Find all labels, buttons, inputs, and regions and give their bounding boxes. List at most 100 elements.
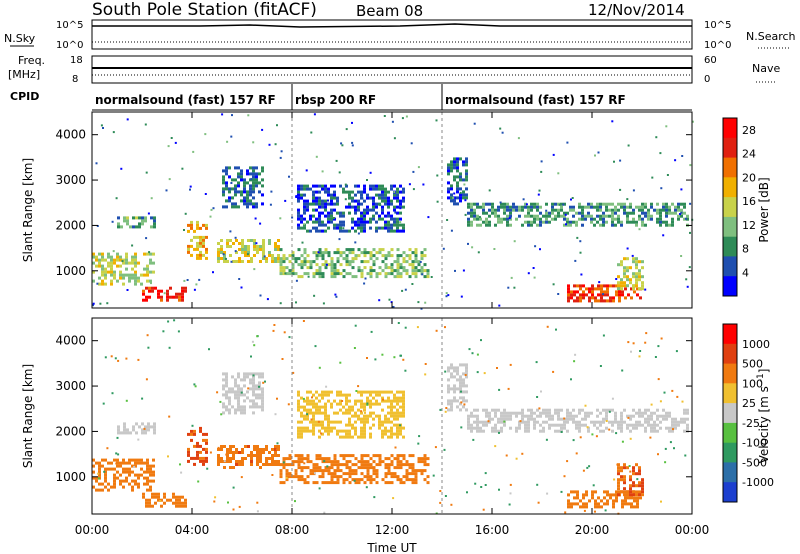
echo-cell (527, 417, 530, 421)
noise-point (351, 141, 354, 144)
echo-cell (262, 239, 265, 242)
echo-cell (539, 211, 542, 215)
echo-cell (632, 481, 635, 485)
echo-cell (354, 211, 357, 215)
echo-cell (635, 257, 638, 261)
echo-cell (462, 160, 465, 164)
noise-point (150, 197, 153, 200)
echo-cell (279, 269, 283, 273)
echo-cell (274, 445, 277, 448)
echo-cell (312, 420, 315, 424)
echo-cell (238, 460, 241, 463)
echo-cell (686, 417, 689, 421)
echo-cell (542, 420, 545, 424)
echo-cell (140, 282, 143, 286)
echo-cell (300, 217, 303, 221)
echo-cell (95, 255, 98, 259)
echo-cell (234, 184, 237, 188)
echo-cell (408, 263, 412, 267)
echo-cell (138, 225, 141, 229)
echo-cell (402, 257, 406, 261)
echo-cell (620, 417, 623, 421)
echo-cell (363, 463, 367, 467)
echo-cell (393, 472, 397, 476)
echo-cell (402, 454, 406, 458)
echo-cell (360, 420, 363, 424)
echo-cell (225, 378, 228, 382)
echo-cell (578, 217, 581, 221)
echo-cell (573, 502, 576, 506)
echo-cell (656, 208, 659, 212)
echo-cell (623, 408, 626, 412)
echo-cell (252, 190, 255, 194)
noise-point (313, 113, 316, 116)
echo-cell (369, 481, 373, 485)
noise-point (654, 356, 657, 358)
echo-cell (303, 405, 306, 409)
echo-cell (163, 501, 166, 505)
echo-cell (611, 423, 614, 427)
echo-cell (354, 429, 357, 433)
echo-cell (255, 184, 258, 188)
echo-cell (282, 254, 286, 258)
noise-point (163, 292, 166, 295)
echo-cell (579, 284, 582, 288)
echo-cell (488, 208, 491, 212)
echo-cell (524, 414, 527, 418)
echo-cell (503, 217, 506, 221)
echo-cell (384, 432, 387, 436)
echo-cell (122, 467, 125, 471)
echo-cell (151, 504, 154, 508)
noise-point (509, 492, 512, 495)
echo-cell (226, 260, 229, 263)
noise-point (145, 378, 148, 381)
echo-cell (327, 190, 330, 194)
noise-point (405, 115, 408, 118)
echo-cell (378, 196, 381, 200)
echo-cell (300, 426, 303, 430)
echo-cell (357, 414, 360, 418)
echo-cell (241, 463, 244, 466)
echo-cell (244, 254, 247, 257)
echo-cell (599, 214, 602, 218)
echo-cell (345, 248, 349, 252)
echo-cell (249, 190, 252, 194)
echo-cell (261, 399, 264, 403)
echo-cell (321, 275, 325, 279)
echo-cell (579, 299, 582, 303)
echo-cell (620, 475, 623, 479)
echo-cell (683, 205, 686, 209)
echo-cell (617, 472, 620, 476)
echo-cell (107, 467, 110, 471)
echo-cell (237, 372, 240, 376)
echo-cell (148, 286, 151, 290)
echo-cell (396, 257, 400, 261)
echo-cell (453, 387, 456, 391)
echo-cell (357, 408, 360, 412)
echo-cell (405, 469, 409, 473)
echo-cell (110, 264, 113, 268)
noise-point (439, 501, 442, 504)
echo-cell (333, 275, 337, 279)
echo-cell (324, 229, 327, 233)
noise-point (165, 189, 168, 192)
echo-cell (366, 454, 370, 458)
echo-cell (557, 211, 560, 215)
echo-cell (297, 475, 301, 479)
echo-cell (426, 463, 430, 467)
echo-cell (375, 275, 379, 279)
echo-cell (384, 214, 387, 218)
echo-cell (384, 390, 387, 394)
echo-cell (243, 178, 246, 182)
noise-point (436, 174, 439, 177)
noise-point (650, 403, 653, 406)
echo-cell (113, 261, 116, 265)
echo-cell (348, 193, 351, 197)
echo-cell (402, 411, 405, 415)
echo-cell (593, 223, 596, 227)
echo-cell (144, 431, 147, 435)
echo-cell (584, 411, 587, 415)
echo-cell (530, 408, 533, 412)
echo-cell (256, 451, 259, 454)
echo-cell (240, 172, 243, 176)
